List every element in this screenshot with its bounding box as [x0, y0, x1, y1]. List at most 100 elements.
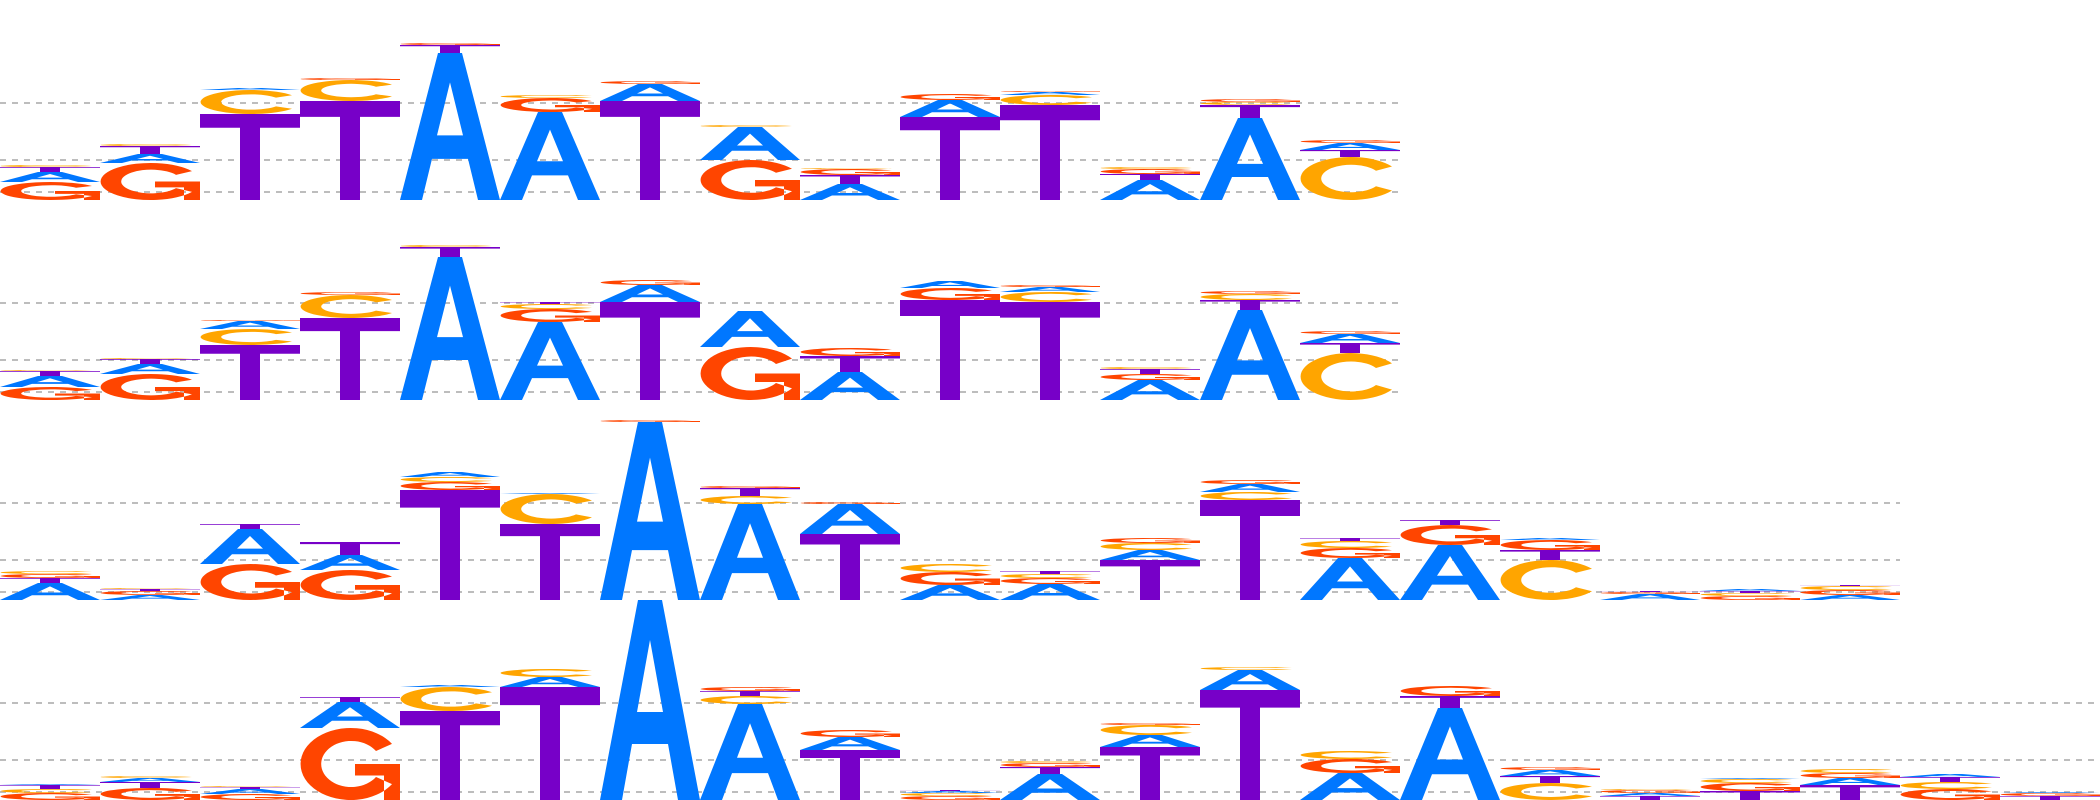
letter-T — [700, 488, 800, 496]
letter-G — [1100, 723, 1200, 725]
letter-A — [1300, 773, 1400, 800]
letter-G — [400, 482, 500, 490]
logo-column — [200, 524, 300, 600]
letter-A — [1100, 735, 1200, 747]
letter-C — [900, 793, 992, 796]
letter-C — [1800, 769, 1892, 773]
logo-column — [1900, 774, 2000, 800]
logo-column — [1600, 789, 1700, 800]
letter-T — [300, 542, 400, 555]
logo-column — [1300, 331, 1400, 400]
letter-C — [300, 80, 392, 101]
letter-T — [1700, 591, 1800, 593]
logo-column — [300, 78, 400, 200]
letter-G — [1800, 590, 1900, 595]
letter-C — [1000, 292, 1092, 302]
letter-G — [1200, 291, 1300, 294]
logo-column — [100, 144, 200, 200]
letter-C — [500, 669, 592, 677]
letter-A — [900, 791, 1000, 793]
letter-G — [300, 292, 400, 295]
letter-A — [1400, 545, 1500, 600]
letter-C — [400, 687, 492, 711]
letter-T — [200, 345, 300, 400]
letter-G — [1800, 773, 1900, 778]
letter-T — [100, 782, 200, 788]
logo-column — [1700, 778, 1800, 800]
logo-column — [600, 81, 700, 200]
letter-C — [1100, 543, 1192, 550]
letter-C — [1900, 782, 1992, 789]
letter-T — [1800, 585, 1900, 586]
letter-G — [1600, 592, 1700, 594]
letter-G — [400, 43, 500, 45]
logo-column — [400, 245, 500, 400]
letter-G — [200, 564, 300, 600]
letter-C — [0, 370, 93, 371]
letter-G — [1100, 169, 1200, 174]
letter-C — [1600, 789, 1692, 790]
logo-column — [1800, 585, 1900, 600]
letter-T — [1200, 300, 1300, 310]
logo-column — [600, 280, 700, 400]
letter-T — [500, 302, 600, 304]
letter-A — [900, 100, 1000, 117]
letter-T — [1500, 550, 1600, 560]
letter-T — [1200, 690, 1300, 800]
letter-T — [1000, 767, 1100, 774]
letter-T — [1100, 369, 1200, 374]
letter-A — [800, 372, 900, 400]
logo-column — [800, 168, 900, 200]
letter-A — [600, 84, 700, 101]
letter-T — [1100, 174, 1200, 180]
letter-G — [1100, 538, 1200, 543]
letter-A — [1200, 670, 1300, 690]
letter-A — [500, 322, 600, 400]
gridlines — [0, 102, 2100, 793]
letter-T — [100, 146, 200, 154]
letter-C — [1000, 95, 1092, 105]
letter-A — [1300, 558, 1400, 600]
letter-T — [0, 785, 100, 789]
letter-G — [500, 98, 600, 112]
letter-G — [700, 160, 800, 200]
letter-T — [100, 589, 200, 591]
logo-column — [1100, 538, 1200, 600]
letter-C — [100, 144, 192, 146]
letter-C — [1200, 667, 1292, 670]
letter-C — [100, 776, 192, 778]
logo-row-3 — [0, 420, 1900, 600]
logo-column — [1200, 99, 1300, 200]
logo-column — [1000, 571, 1100, 600]
letter-T — [1200, 500, 1300, 600]
logo-column — [500, 493, 600, 600]
logo-row-1 — [0, 43, 1400, 200]
logo-column — [700, 687, 800, 800]
logo-column — [0, 571, 101, 600]
letter-A — [1000, 92, 1100, 95]
letter-A — [1500, 770, 1600, 776]
logo-column — [1300, 140, 1400, 200]
letter-T — [1400, 520, 1500, 525]
letter-T — [1800, 785, 1900, 800]
logo-column — [800, 502, 900, 600]
letter-A — [1500, 538, 1600, 540]
logo-column — [1100, 723, 1200, 800]
logo-column — [1700, 589, 1800, 600]
letter-A — [900, 585, 1000, 600]
letter-A — [1900, 774, 2000, 777]
letter-T — [600, 101, 700, 200]
letter-T — [400, 45, 500, 53]
logo-column — [600, 420, 700, 600]
letter-G — [300, 570, 400, 600]
letter-G — [800, 348, 900, 356]
letter-G — [1300, 759, 1400, 773]
logo-column — [1000, 761, 1100, 800]
letter-T — [1300, 538, 1400, 541]
logo-column — [0, 784, 101, 800]
letter-A — [800, 184, 900, 200]
letter-G — [1900, 789, 2000, 800]
logo-column — [1000, 91, 1100, 200]
letter-C — [1300, 751, 1392, 759]
letter-T — [600, 302, 700, 400]
